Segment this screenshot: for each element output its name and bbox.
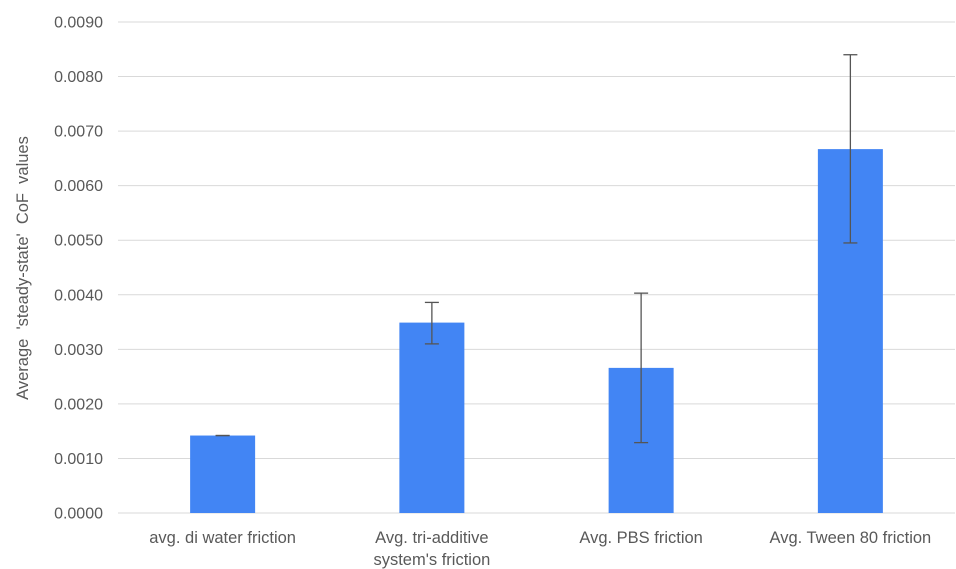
category-label-line: Avg. tri-additive: [375, 529, 488, 547]
bar: [190, 435, 256, 513]
y-tick-label: 0.0070: [54, 124, 103, 141]
y-tick-label: 0.0020: [54, 396, 103, 413]
y-tick-label: 0.0080: [54, 69, 103, 86]
category-label-line: Avg. PBS friction: [579, 529, 703, 547]
category-label: avg. di water friction: [149, 529, 296, 547]
y-tick-label: 0.0060: [54, 178, 103, 195]
category-label: Avg. tri-additive system's friction: [373, 529, 490, 569]
y-tick-label: 0.0090: [54, 15, 103, 32]
bar: [399, 322, 465, 513]
y-tick-label: 0.0050: [54, 233, 103, 250]
category-label-line: avg. di water friction: [149, 529, 296, 547]
category-label: Avg. Tween 80 friction: [770, 529, 932, 547]
error-bars: [215, 54, 858, 444]
gridlines: [118, 21, 955, 514]
y-tick-label: 0.0000: [54, 506, 103, 523]
y-tick-label: 0.0010: [54, 451, 103, 468]
error-bar: [843, 54, 858, 244]
error-bar: [424, 301, 439, 345]
y-tick-label: 0.0030: [54, 342, 103, 359]
y-tick-labels: 0.0000 0.0010 0.0020 0.0030 0.0040 0.0050 0.00…: [54, 15, 103, 523]
category-label: Avg. PBS friction: [579, 529, 703, 547]
category-label-line: Avg. Tween 80 friction: [770, 529, 932, 547]
category-labels: avg. di water friction Avg. tri-additive s…: [149, 529, 931, 569]
error-bar: [634, 292, 649, 444]
y-tick-label: 0.0040: [54, 287, 103, 304]
category-label-line: system's friction: [373, 551, 490, 569]
y-axis-title: Average 'steady-state' CoF values: [14, 136, 32, 400]
